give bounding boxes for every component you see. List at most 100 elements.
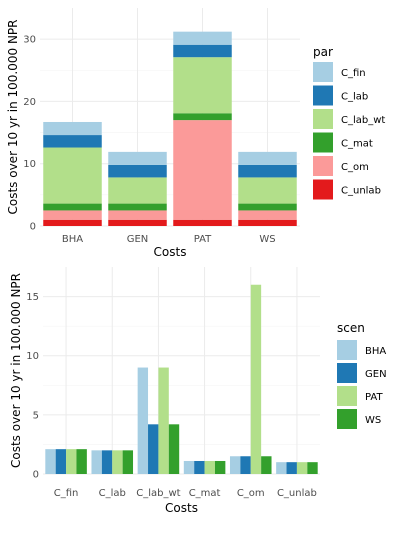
y-tick-label: 0 xyxy=(33,470,39,481)
legend-key-C_lab xyxy=(313,85,333,106)
chart1-legend-title: par xyxy=(313,45,333,59)
legend-label-C_lab: C_lab xyxy=(341,92,368,103)
bar-GEN-C_mat xyxy=(108,203,167,211)
legend-label-PAT: PAT xyxy=(365,392,383,403)
chart1-y-tick-labels: 0 10 20 30 xyxy=(23,35,36,233)
legend-key-C_fin xyxy=(313,62,333,82)
bar-C_mat-PAT xyxy=(204,460,215,474)
bar-C_unlab-WS xyxy=(307,462,318,474)
bar-WS-C_lab_wt xyxy=(238,177,297,204)
chart2-bars xyxy=(45,284,318,474)
bar-WS-C_om xyxy=(238,210,297,220)
x-tick-label: C_mat xyxy=(189,488,221,499)
y-tick-label: 20 xyxy=(23,97,36,108)
chart2-legend-title: scen xyxy=(337,321,365,335)
bar-PAT-C_lab xyxy=(173,44,232,58)
legend-key-C_lab_wt xyxy=(313,109,333,129)
bar-GEN-C_fin xyxy=(108,151,167,165)
grouped-bar-chart: 0 5 10 15 C_fin C_lab C_lab_wt C_mat C_om C_unla… xyxy=(9,267,387,515)
x-tick-label: BHA xyxy=(62,234,83,245)
bar-C_mat-WS xyxy=(214,460,226,474)
bar-C_lab_wt-BHA xyxy=(137,367,149,474)
x-tick-label: C_om xyxy=(237,488,265,499)
bar-C_mat-GEN xyxy=(194,460,205,474)
bar-C_lab-GEN xyxy=(101,450,113,474)
legend-label-C_unlab: C_unlab xyxy=(341,186,381,197)
chart2-y-axis-title: Costs over 10 yr in 100.000 NPR xyxy=(9,273,23,468)
y-tick-label: 30 xyxy=(23,35,36,46)
legend-label-WS: WS xyxy=(365,415,381,426)
bar-BHA-C_unlab xyxy=(43,219,102,226)
chart2-x-tick-labels: C_fin C_lab C_lab_wt C_mat C_om C_unlab xyxy=(54,488,317,499)
y-tick-label: 0 xyxy=(30,222,36,233)
bar-PAT-C_mat xyxy=(173,113,232,121)
x-tick-label: WS xyxy=(259,234,275,245)
bar-C_om-GEN xyxy=(240,456,251,474)
y-tick-label: 10 xyxy=(23,159,36,170)
bar-WS-C_fin xyxy=(238,151,297,165)
bar-C_lab_wt-GEN xyxy=(148,424,159,474)
bar-BHA-C_fin xyxy=(43,121,102,136)
bar-PAT-C_om xyxy=(173,120,232,220)
chart1-x-axis-title: Costs xyxy=(154,245,187,259)
bar-WS-C_lab xyxy=(238,164,297,178)
bar-WS-C_unlab xyxy=(238,219,297,226)
chart2-gridlines xyxy=(43,267,320,475)
bar-C_lab-BHA xyxy=(91,450,102,474)
chart2-x-axis-title: Costs xyxy=(165,501,198,515)
x-tick-label: C_fin xyxy=(54,488,79,499)
y-tick-label: 15 xyxy=(26,292,39,303)
chart1-x-tick-labels: BHA GEN PAT WS xyxy=(62,234,276,245)
bar-C_mat-BHA xyxy=(183,460,195,474)
bar-C_fin-PAT xyxy=(66,449,77,474)
x-tick-label: C_lab xyxy=(99,488,126,499)
legend-key-C_unlab xyxy=(313,179,333,200)
bar-C_unlab-GEN xyxy=(286,462,297,474)
x-tick-label: C_unlab xyxy=(277,488,317,499)
y-tick-label: 5 xyxy=(33,410,39,421)
chart2-legend: scen BHA GEN PAT WS xyxy=(337,321,387,429)
bar-PAT-C_lab_wt xyxy=(173,57,232,114)
legend-key-GEN xyxy=(337,363,357,383)
chart2-y-tick-labels: 0 5 10 15 xyxy=(26,292,39,480)
legend-key-BHA xyxy=(337,340,357,360)
legend-label-GEN: GEN xyxy=(365,369,387,380)
bar-BHA-C_om xyxy=(43,210,102,220)
bar-C_lab_wt-PAT xyxy=(158,367,169,474)
y-tick-label: 10 xyxy=(26,351,39,362)
chart1-y-axis-title: Costs over 10 yr in 100.000 NPR xyxy=(6,20,20,215)
bar-C_om-WS xyxy=(261,456,272,474)
bar-GEN-C_lab xyxy=(108,164,167,178)
bar-BHA-C_mat xyxy=(43,203,102,211)
bar-C_fin-BHA xyxy=(45,449,56,474)
bar-C_lab-WS xyxy=(122,450,134,474)
bar-BHA-C_lab_wt xyxy=(43,147,102,204)
legend-label-C_om: C_om xyxy=(341,162,369,173)
x-tick-label: C_lab_wt xyxy=(136,488,180,499)
bar-C_fin-GEN xyxy=(55,449,67,474)
bar-GEN-C_lab_wt xyxy=(108,177,167,204)
x-tick-label: GEN xyxy=(127,234,149,245)
legend-key-C_mat xyxy=(313,132,333,153)
legend-label-C_fin: C_fin xyxy=(341,68,366,79)
bar-WS-C_mat xyxy=(238,203,297,211)
bar-PAT-C_unlab xyxy=(173,219,232,226)
legend-key-WS xyxy=(337,409,357,429)
bar-C_fin-WS xyxy=(76,449,87,474)
bar-GEN-C_unlab xyxy=(108,219,167,226)
bar-C_unlab-PAT xyxy=(296,462,308,474)
chart1-bars xyxy=(43,31,297,226)
x-tick-label: PAT xyxy=(194,234,212,245)
legend-label-BHA: BHA xyxy=(365,346,386,357)
bar-C_om-PAT xyxy=(250,284,262,474)
bar-C_lab_wt-WS xyxy=(168,424,180,474)
bar-BHA-C_lab xyxy=(43,135,102,148)
bar-GEN-C_om xyxy=(108,210,167,220)
bar-C_om-BHA xyxy=(229,456,241,474)
legend-label-C_mat: C_mat xyxy=(341,139,373,150)
chart1-legend: par C_fin C_lab C_lab_wt C_mat C_om C_unlab xyxy=(313,45,385,200)
legend-label-C_lab_wt: C_lab_wt xyxy=(341,115,385,126)
legend-key-PAT xyxy=(337,386,357,406)
legend-key-C_om xyxy=(313,156,333,176)
